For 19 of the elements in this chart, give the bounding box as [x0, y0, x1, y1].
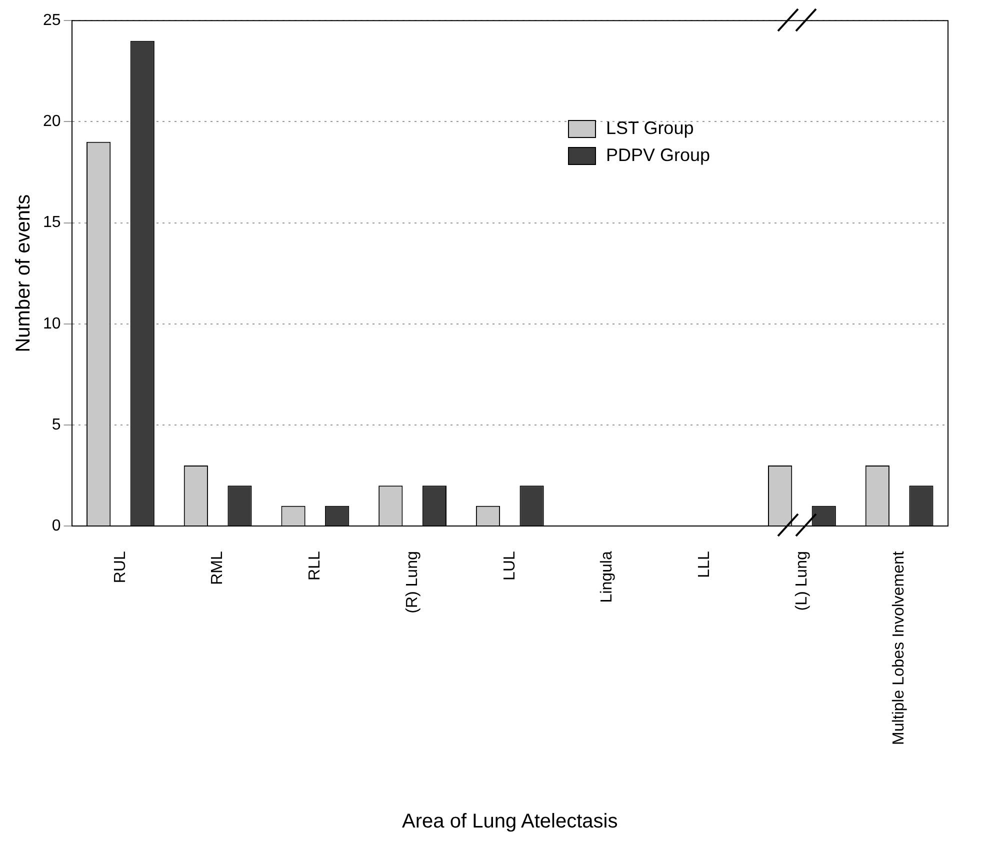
y-tick-label: 15: [43, 214, 61, 232]
y-tick-label: 0: [52, 518, 61, 535]
legend-label: LST Group: [606, 118, 694, 139]
y-tick-label: 20: [43, 113, 61, 130]
x-tick-label: LLL: [696, 551, 714, 578]
y-axis-title: Number of events: [12, 194, 35, 352]
x-tick-label: LUL: [501, 551, 518, 580]
x-tick-label: RUL: [112, 551, 129, 584]
x-tick-label: Multiple Lobes Involvement: [890, 550, 908, 746]
x-tick-label: (R) Lung: [404, 551, 421, 614]
x-tick-label: (L) Lung: [793, 551, 810, 611]
y-tick-label: 10: [43, 315, 61, 332]
x-tick-label: Lingula: [598, 551, 616, 603]
legend-label: PDPV Group: [606, 145, 710, 166]
x-axis-title: Area of Lung Atelectasis: [402, 810, 618, 833]
x-tick-label: RML: [209, 551, 226, 585]
x-tick-label: RLL: [306, 551, 324, 580]
y-tick-label: 5: [52, 416, 61, 434]
y-tick-label: 25: [43, 12, 61, 30]
